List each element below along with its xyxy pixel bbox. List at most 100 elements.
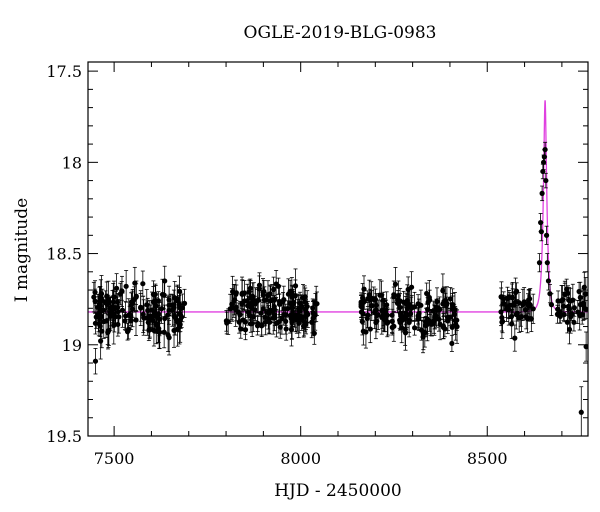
data-marker [530, 306, 536, 312]
data-marker [98, 338, 104, 344]
data-point [542, 141, 548, 158]
data-point [577, 281, 583, 314]
data-marker [542, 146, 548, 153]
data-marker [442, 326, 448, 332]
data-marker [176, 323, 183, 329]
data-marker [290, 305, 296, 311]
data-point [568, 300, 574, 334]
data-marker [224, 320, 230, 326]
data-marker [449, 306, 456, 312]
data-marker [305, 311, 311, 318]
data-marker [267, 291, 273, 297]
data-point [555, 301, 561, 317]
data-marker [98, 294, 104, 300]
data-point [530, 293, 536, 324]
data-point [95, 293, 101, 321]
data-marker [256, 286, 262, 292]
data-marker [418, 302, 424, 308]
data-marker [260, 292, 266, 298]
data-point [416, 298, 422, 329]
data-marker [536, 260, 543, 266]
y-tick-label: 19 [62, 336, 82, 355]
y-axis-label: I magnitude [12, 198, 32, 302]
data-point [372, 296, 378, 330]
data-marker [499, 318, 506, 325]
plot-frame [87, 61, 589, 437]
data-marker [153, 321, 159, 327]
data-marker [140, 281, 146, 287]
data-marker [171, 302, 177, 308]
data-marker [427, 319, 434, 326]
data-marker [503, 306, 510, 312]
data-point [102, 290, 109, 314]
data-point [424, 304, 431, 335]
data-marker [231, 298, 237, 304]
data-marker [123, 283, 129, 289]
data-marker [418, 327, 425, 333]
data-marker [571, 319, 577, 325]
data-marker [538, 229, 544, 235]
data-point [578, 386, 584, 436]
data-marker [312, 312, 318, 318]
data-marker [548, 302, 555, 308]
data-point [380, 304, 386, 327]
data-point [405, 276, 411, 303]
data-marker [162, 278, 168, 284]
data-marker [391, 294, 397, 300]
data-point [365, 290, 371, 307]
data-marker [540, 168, 546, 175]
data-point [260, 287, 266, 303]
data-point [128, 292, 134, 318]
data-marker [577, 294, 583, 301]
x-axis-label: HJD - 2450000 [274, 481, 402, 501]
data-marker [544, 260, 550, 266]
data-marker [314, 301, 320, 307]
data-marker [407, 302, 413, 308]
data-point [106, 314, 112, 346]
data-marker [161, 329, 167, 335]
data-marker [133, 294, 139, 300]
data-marker [255, 320, 261, 327]
data-marker [434, 299, 440, 305]
data-marker [181, 300, 188, 306]
data-point [114, 273, 120, 304]
data-marker [177, 305, 183, 312]
data-marker [436, 316, 442, 322]
data-marker [115, 309, 121, 315]
data-point [545, 271, 552, 291]
data-point [98, 279, 104, 316]
data-marker [389, 312, 395, 318]
data-point [498, 281, 505, 312]
x-tick-label: 7500 [94, 449, 135, 468]
data-marker [174, 295, 181, 302]
data-point [239, 279, 245, 308]
data-point [418, 319, 425, 341]
data-point [177, 292, 183, 325]
data-point [445, 307, 451, 335]
y-tick-label: 19.5 [46, 427, 82, 446]
data-point [259, 312, 265, 337]
data-marker [543, 177, 549, 184]
data-point [363, 315, 369, 349]
data-marker [153, 298, 159, 304]
data-marker [577, 312, 583, 318]
data-point [389, 319, 395, 336]
data-point [305, 300, 311, 328]
data-point [110, 282, 116, 322]
data-point [283, 303, 289, 326]
data-marker [358, 309, 365, 315]
data-marker [262, 314, 268, 320]
data-point [391, 280, 397, 314]
data-marker [248, 321, 254, 327]
plot-area [88, 100, 588, 436]
data-marker [263, 297, 269, 303]
data-point [404, 302, 410, 329]
data-marker [150, 291, 156, 297]
data-marker [152, 311, 158, 317]
data-marker [435, 305, 441, 311]
data-marker [288, 326, 295, 333]
data-point [255, 314, 261, 332]
data-point [539, 185, 545, 202]
data-point [520, 288, 526, 322]
data-point [560, 291, 567, 321]
